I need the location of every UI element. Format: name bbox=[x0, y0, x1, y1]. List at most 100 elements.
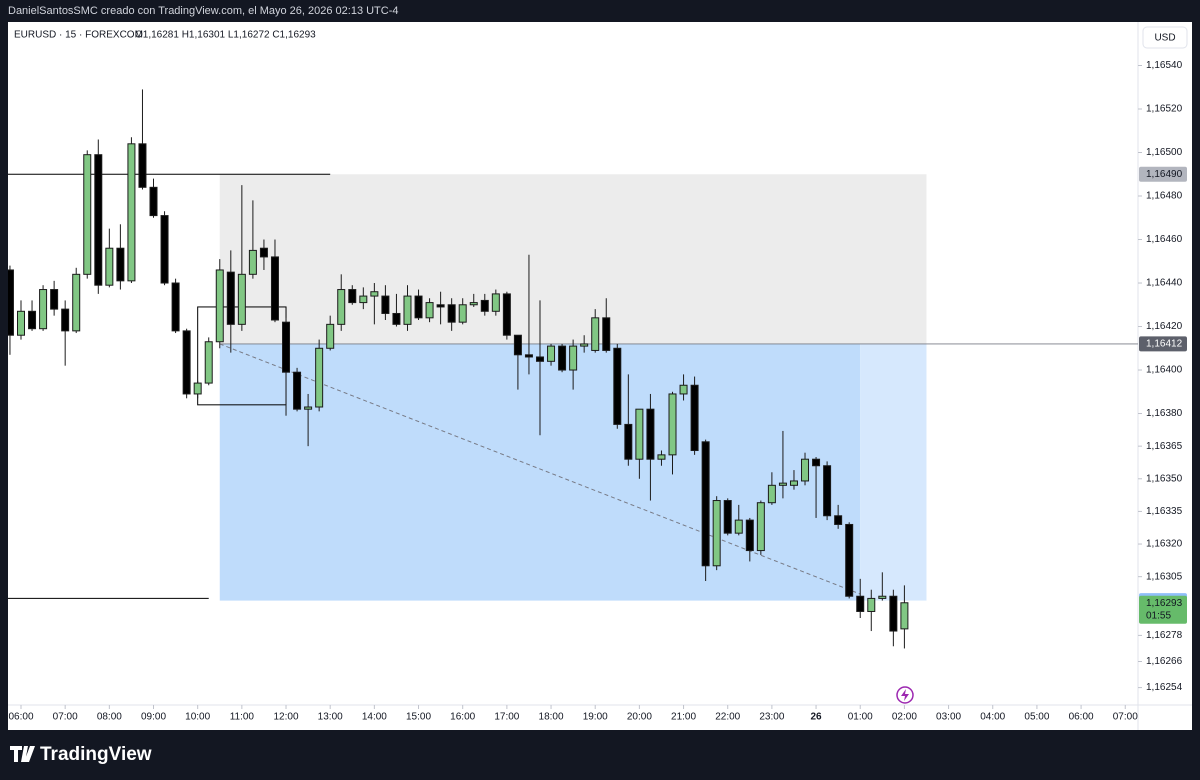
x-tick-label: 19:00 bbox=[583, 712, 608, 723]
candle-body bbox=[502, 293, 511, 336]
candle-body bbox=[337, 289, 346, 325]
candle-body bbox=[745, 519, 754, 552]
candle-body bbox=[348, 289, 357, 304]
candle-body bbox=[215, 269, 224, 343]
candle-body bbox=[392, 312, 401, 325]
currency-button[interactable] bbox=[1142, 26, 1188, 49]
price-label bbox=[1139, 595, 1187, 624]
candle-body bbox=[425, 302, 434, 319]
candle-body bbox=[50, 289, 59, 310]
x-tick-label: 04:00 bbox=[980, 712, 1005, 723]
y-tick-label: 1,16420 bbox=[1146, 321, 1183, 332]
trend-line bbox=[219, 343, 861, 595]
price-label bbox=[1139, 336, 1187, 352]
y-tick-label: 1,16266 bbox=[1146, 656, 1183, 667]
candle-body bbox=[580, 343, 589, 347]
candle-body bbox=[878, 595, 887, 599]
price-axis bbox=[1138, 22, 1192, 705]
x-tick-label: 10:00 bbox=[185, 712, 210, 723]
candle-body bbox=[900, 602, 909, 630]
candle-body bbox=[237, 273, 246, 325]
brand-logo bbox=[10, 746, 35, 762]
candle-body bbox=[226, 271, 235, 325]
x-tick-label: 01:00 bbox=[848, 712, 873, 723]
x-tick-label: 18:00 bbox=[539, 712, 564, 723]
candle-body bbox=[315, 347, 324, 408]
header-note: DanielSantosSMC creado con TradingView.c… bbox=[8, 5, 399, 17]
x-tick-label: 21:00 bbox=[671, 712, 696, 723]
candle-body bbox=[734, 519, 743, 534]
x-tick-label: 12:00 bbox=[274, 712, 299, 723]
candle-body bbox=[370, 291, 379, 297]
x-tick-label: 14:00 bbox=[362, 712, 387, 723]
symbol: EURUSD · 15 · FOREXCOM bbox=[14, 30, 143, 41]
candle-body bbox=[182, 330, 191, 395]
candle-body bbox=[469, 302, 478, 306]
candle-body bbox=[624, 423, 633, 460]
time-axis bbox=[8, 705, 1192, 730]
candle-body bbox=[524, 354, 533, 358]
candle-body bbox=[160, 215, 169, 284]
candle-body bbox=[613, 347, 622, 425]
price-label-text: 1,16490 bbox=[1146, 169, 1183, 180]
candle-body bbox=[889, 595, 898, 632]
candle-body bbox=[83, 154, 92, 275]
x-tick-label: 15:00 bbox=[406, 712, 431, 723]
candle-body bbox=[403, 295, 412, 325]
x-tick-label: 13:00 bbox=[318, 712, 343, 723]
candle-body bbox=[248, 249, 257, 275]
y-tick-label: 1,16365 bbox=[1146, 441, 1183, 452]
candle-body bbox=[756, 502, 765, 552]
candle-body bbox=[812, 458, 821, 467]
candle-body bbox=[127, 143, 136, 282]
candle-body bbox=[293, 371, 302, 410]
candle-body bbox=[17, 310, 25, 336]
currency-button-label[interactable]: USD bbox=[1154, 33, 1175, 44]
candle-body bbox=[834, 515, 843, 525]
candle-body bbox=[723, 500, 732, 534]
y-tick-label: 1,16400 bbox=[1146, 365, 1183, 376]
x-tick-label: 06:00 bbox=[1069, 712, 1094, 723]
candle-body bbox=[381, 295, 390, 314]
ohlc: O1,16281 H1,16301 L1,16272 C1,16293 bbox=[135, 30, 316, 41]
candle-body bbox=[701, 441, 710, 567]
candle-body bbox=[535, 356, 544, 362]
candle-body bbox=[823, 465, 832, 517]
plot-layers bbox=[8, 89, 1138, 649]
candle-body bbox=[28, 310, 37, 330]
y-tick-label: 1,16380 bbox=[1146, 408, 1183, 419]
y-tick-label: 1,16278 bbox=[1146, 630, 1183, 641]
candle-body bbox=[646, 408, 655, 460]
y-tick-label: 1,16335 bbox=[1146, 506, 1183, 517]
candle-body bbox=[414, 295, 423, 319]
candle-body bbox=[778, 482, 787, 486]
y-tick-label: 1,16460 bbox=[1146, 234, 1183, 245]
x-tick-label: 07:00 bbox=[53, 712, 78, 723]
candle-body bbox=[602, 317, 611, 351]
x-tick-label: 16:00 bbox=[450, 712, 475, 723]
candle-body bbox=[845, 523, 854, 597]
candle-body bbox=[513, 334, 522, 356]
alert-icon[interactable] bbox=[896, 686, 914, 704]
price-label-text: 1,16293 bbox=[1146, 598, 1183, 609]
candle-body bbox=[105, 247, 114, 286]
candle-body bbox=[72, 273, 81, 332]
candle-body bbox=[491, 293, 500, 312]
candle-body bbox=[591, 317, 600, 351]
x-tick-label: 17:00 bbox=[494, 712, 519, 723]
candle-body bbox=[789, 480, 798, 486]
candle-body bbox=[690, 384, 699, 452]
y-tick-label: 1,16305 bbox=[1146, 571, 1183, 582]
candle-body bbox=[39, 289, 48, 330]
candle-body bbox=[282, 321, 291, 373]
target-zone-future bbox=[860, 343, 927, 601]
y-tick-label: 1,16500 bbox=[1146, 147, 1183, 158]
candle-body bbox=[767, 484, 776, 504]
candle-body bbox=[480, 299, 489, 312]
candle-body bbox=[657, 454, 666, 460]
y-tick-label: 1,16540 bbox=[1146, 60, 1183, 71]
x-tick-label: 26 bbox=[810, 712, 822, 723]
candle-body bbox=[359, 295, 368, 304]
